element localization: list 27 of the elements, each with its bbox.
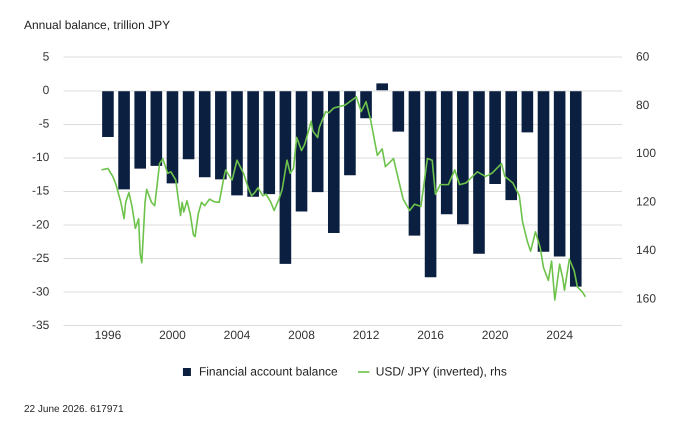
legend-label: Financial account balance xyxy=(198,364,338,378)
x-tick-label: 2012 xyxy=(352,328,380,342)
y-axis-title: Annual balance, trillion JPY xyxy=(24,18,170,32)
x-tick-label: 2024 xyxy=(546,328,574,342)
y-tick-label: -30 xyxy=(32,284,50,298)
y-tick-label: 5 xyxy=(42,50,50,64)
y-tick-label: -15 xyxy=(32,184,50,198)
x-tick-label: 2008 xyxy=(288,328,316,342)
x-tick-label: 2020 xyxy=(482,328,509,342)
y2-tick-label: 80 xyxy=(636,98,650,112)
y2-tick-label: 140 xyxy=(636,242,656,257)
y2-tick-label: 160 xyxy=(636,291,656,306)
y-tick-label: -20 xyxy=(32,217,50,232)
legend-label: USD/ JPY (inverted), rhs xyxy=(376,364,507,378)
y2-tick-label: 60 xyxy=(636,50,650,64)
y2-tick-label: 120 xyxy=(636,194,656,209)
x-tick-label: 1996 xyxy=(94,328,122,342)
y-tick-label: -10 xyxy=(32,150,50,164)
y-tick-label: -25 xyxy=(32,250,50,265)
x-tick-label: 2004 xyxy=(224,328,251,342)
y-tick-label: -5 xyxy=(38,116,50,131)
y-tick-label: 0 xyxy=(42,83,50,98)
y2-tick-label: 100 xyxy=(636,146,656,160)
x-tick-label: 2016 xyxy=(417,328,444,342)
text: 22 June 2026. 617971 xyxy=(24,404,124,415)
y-tick-label: -35 xyxy=(32,318,50,332)
x-tick-label: 2000 xyxy=(159,328,186,342)
